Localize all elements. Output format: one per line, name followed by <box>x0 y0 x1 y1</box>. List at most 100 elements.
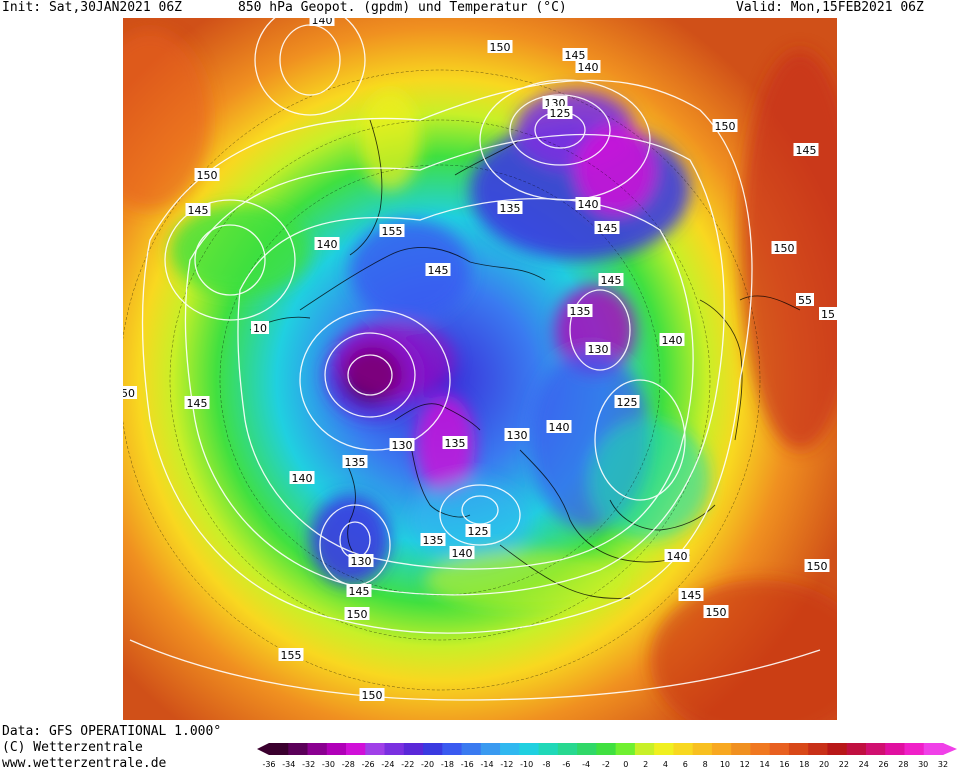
contour-label: 145 <box>597 222 618 235</box>
contour-label: 150 <box>490 41 511 54</box>
contour-label: 150 <box>715 120 736 133</box>
contour-label-box <box>346 584 372 597</box>
contour-label-box <box>289 471 315 484</box>
contour-label-box <box>465 524 491 537</box>
contour-label-box <box>703 605 729 618</box>
contour-label-box <box>614 395 640 408</box>
contour-label: 130 <box>507 429 528 442</box>
contour-label: 135 <box>445 437 466 450</box>
legend-tick-label: -36 <box>262 760 275 769</box>
contour-label: 150 <box>706 606 727 619</box>
legend-tick-label: -6 <box>562 760 570 769</box>
legend-tick-label: 16 <box>779 760 789 769</box>
contour-label: 135 <box>345 456 366 469</box>
temperature-legend: -36 -34 -32 -30 -28 -26 -24 -22 -20 -18 -16 -14 -12-… <box>257 743 957 769</box>
legend-tick-label: 8 <box>703 760 708 769</box>
contour-label-box <box>379 224 405 237</box>
contour-label-box <box>771 241 797 254</box>
contour-label: 150 <box>197 169 218 182</box>
contour-label-box <box>546 420 572 433</box>
legend-tick-label: -4 <box>582 760 590 769</box>
contour-label: 140 <box>317 238 338 251</box>
contour-label: 15 <box>821 308 835 321</box>
contour-label: 125 <box>550 107 571 120</box>
legend-tick-label: -24 <box>381 760 394 769</box>
legend-tick-label: 18 <box>799 760 809 769</box>
contour-label: 125 <box>468 525 489 538</box>
legend-swatch <box>654 743 674 755</box>
legend-swatch <box>808 743 828 755</box>
contour-label: 155 <box>281 649 302 662</box>
legend-tick-label: 28 <box>898 760 908 769</box>
contour-label-box <box>819 307 837 320</box>
legend-arrow-right <box>943 743 957 755</box>
contour-label-box <box>562 48 588 61</box>
contour-label-box <box>309 18 335 26</box>
contour-label: 140 <box>662 334 683 347</box>
contour-label: 140 <box>292 472 313 485</box>
legend-tick-label: 6 <box>683 760 688 769</box>
chart-title: 850 hPa Geopot. (gpdm) und Temperatur (°… <box>238 0 567 15</box>
contour-label-box <box>278 648 304 661</box>
legend-swatch <box>673 743 694 755</box>
contour-label: 140 <box>578 61 599 74</box>
legend-tick-label: -18 <box>441 760 454 769</box>
legend-swatch <box>269 743 289 755</box>
legend-tick-label: -16 <box>461 760 474 769</box>
legend-swatch <box>750 743 771 755</box>
legend-swatch <box>307 743 328 755</box>
contour-label: 135 <box>570 305 591 318</box>
legend-swatch <box>846 743 867 755</box>
legend-swatch <box>403 743 424 755</box>
copyright-label: (C) Wetterzentrale <box>2 740 143 755</box>
contour-label: 145 <box>349 585 370 598</box>
legend-swatch <box>442 743 463 755</box>
legend-tick-label: -12 <box>500 760 513 769</box>
legend-tick-label: 10 <box>720 760 730 769</box>
legend-swatch <box>885 743 905 755</box>
legend-swatch <box>865 743 886 755</box>
contour-label-box <box>389 438 415 451</box>
contour-label: 140 <box>667 550 688 563</box>
legend-tick-label: -34 <box>282 760 295 769</box>
contour-label-box <box>359 688 385 701</box>
contour-label-box <box>793 143 819 156</box>
legend-swatch <box>500 743 520 755</box>
legend-tick-label: -22 <box>401 760 414 769</box>
legend-swatch <box>538 743 559 755</box>
legend-swatch <box>326 743 347 755</box>
contour-label-box <box>348 554 374 567</box>
website-link[interactable]: www.wetterzentrale.de <box>2 756 167 771</box>
contour-label: 55 <box>798 294 812 307</box>
contour-label-box <box>575 197 601 210</box>
legend-swatch <box>577 743 597 755</box>
legend-arrow-left <box>257 743 269 755</box>
legend-tick-label: 12 <box>740 760 750 769</box>
legend-swatch <box>692 743 713 755</box>
geopotential-contours <box>129 18 821 701</box>
contour-label-box <box>504 428 530 441</box>
legend-swatch <box>711 743 732 755</box>
contour-label-box <box>598 273 624 286</box>
contour-label-box <box>712 119 738 132</box>
contour-label-box <box>497 201 523 214</box>
contour-label: 145 <box>601 274 622 287</box>
legend-tick-label: -8 <box>543 760 551 769</box>
contour-label-box <box>585 342 611 355</box>
contour-label: 140 <box>312 18 333 27</box>
contour-label: 140 <box>549 421 570 434</box>
contour-label-box <box>487 40 513 53</box>
legend-swatch <box>423 743 443 755</box>
contour-label-box <box>314 237 340 250</box>
contour-label-box <box>594 221 620 234</box>
contour-label-box <box>542 96 568 109</box>
contour-label-box <box>185 203 211 216</box>
init-time-label: Init: Sat,30JAN2021 06Z <box>2 0 183 15</box>
contour-label: 130 <box>392 439 413 452</box>
contour-label-box <box>425 263 451 276</box>
contour-label-box <box>659 333 685 346</box>
legend-tick-label: 20 <box>819 760 829 769</box>
contour-label-box <box>251 321 269 334</box>
legend-swatch <box>731 743 751 755</box>
legend-tick-label: 24 <box>859 760 869 769</box>
